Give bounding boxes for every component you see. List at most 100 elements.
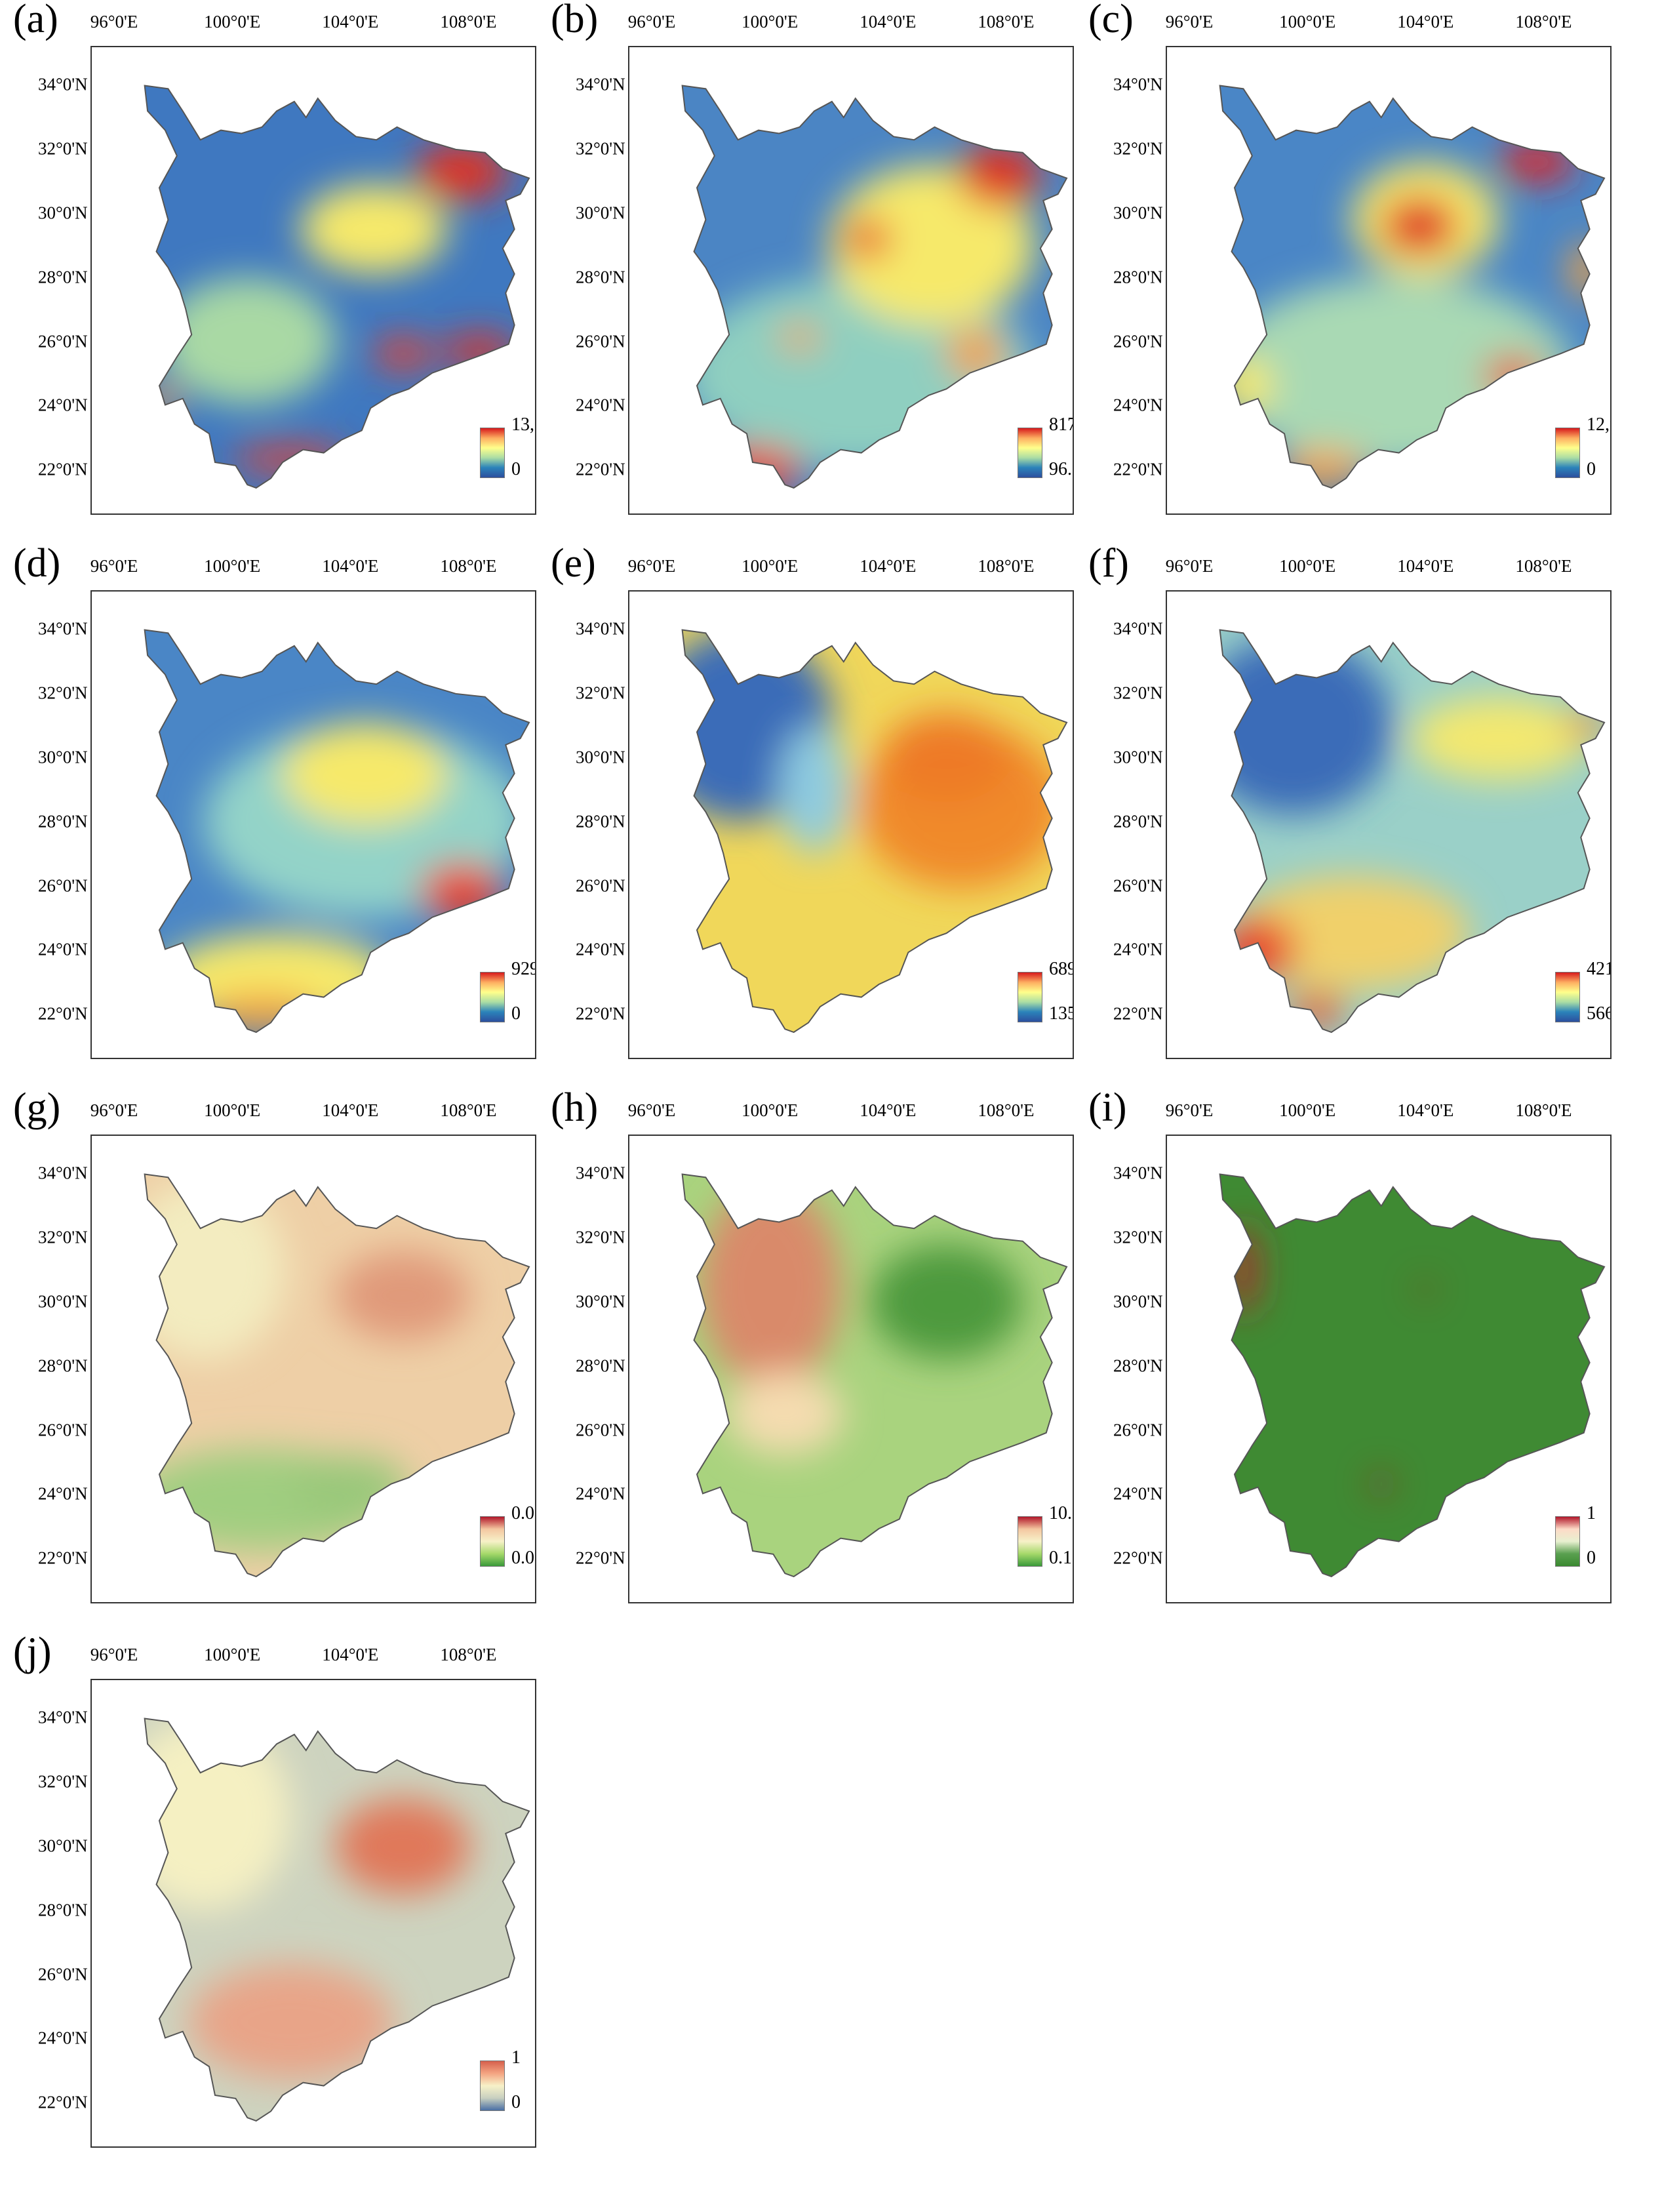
latitude-tick-label: 28°0'N xyxy=(576,1356,625,1376)
map-panel-i: (i) 96°0'E 100°0'E 104°0'E 108°0'E 34°0'N 32°0… xyxy=(1088,1085,1612,1603)
longitude-tick-label: 100°0'E xyxy=(1279,1100,1336,1120)
latitude-tick-label: 34°0'N xyxy=(1113,74,1163,94)
value-field-patch xyxy=(335,1251,471,1340)
latitude-tick-label: 30°0'N xyxy=(38,747,88,767)
longitude-tick-label: 96°0'E xyxy=(90,1100,138,1120)
latitude-tick-label: 24°0'N xyxy=(1113,395,1163,415)
latitude-tick-label: 22°0'N xyxy=(38,1548,88,1568)
latitude-tick-label: 24°0'N xyxy=(38,939,88,959)
value-field-patch xyxy=(282,722,447,825)
longitude-tick-label: 96°0'E xyxy=(90,1645,138,1664)
region-boundary xyxy=(144,629,530,1034)
latitude-tick-label: 28°0'N xyxy=(38,1356,88,1376)
legend-max-value: 12,953.3 xyxy=(1587,414,1610,435)
value-field-patch xyxy=(1498,143,1575,182)
map-panel-h: (h) 96°0'E 100°0'E 104°0'E 108°0'E 34°0'N 32°0… xyxy=(551,1085,1074,1603)
value-field-patch xyxy=(420,862,503,921)
latitude-tick-label: 22°0'N xyxy=(1113,459,1163,479)
latitude-tick-label: 30°0'N xyxy=(576,203,625,223)
panel-label: (j) xyxy=(13,1630,52,1674)
latitude-tick-label: 30°0'N xyxy=(1113,203,1163,223)
value-field-patch xyxy=(144,1718,292,1910)
longitude-tick-label: 104°0'E xyxy=(322,1100,379,1120)
latitude-tick-label: 30°0'N xyxy=(576,747,625,767)
latitude-tick-label: 24°0'N xyxy=(576,939,625,959)
latitude-tick-label: 34°0'N xyxy=(1113,618,1163,639)
latitude-tick-label: 30°0'N xyxy=(1113,747,1163,767)
longitude-tick-label: 96°0'E xyxy=(1165,556,1214,576)
value-field-patch xyxy=(946,328,1006,380)
map-canvas xyxy=(1219,629,1606,1034)
latitude-tick-label: 34°0'N xyxy=(38,1163,88,1183)
latitude-tick-label: 26°0'N xyxy=(1113,331,1163,352)
latitude-tick-label: 34°0'N xyxy=(576,74,625,94)
longitude-tick-label: 104°0'E xyxy=(860,1100,917,1120)
panel-label: (b) xyxy=(551,0,599,41)
value-field-patch xyxy=(779,325,820,351)
value-field-patch xyxy=(958,143,1040,207)
latitude-tick-label: 34°0'N xyxy=(576,618,625,639)
legend-min-value: 0 xyxy=(1587,1548,1596,1568)
map-canvas xyxy=(1219,85,1606,489)
value-field-patch xyxy=(1569,242,1605,300)
region-boundary xyxy=(1219,629,1606,1034)
value-field-patch xyxy=(1410,696,1587,780)
latitude-tick-label: 28°0'N xyxy=(576,811,625,832)
value-field-patch xyxy=(1234,875,1470,991)
longitude-tick-label: 96°0'E xyxy=(627,12,676,31)
value-field-patch xyxy=(232,446,350,472)
longitude-tick-label: 100°0'E xyxy=(204,1100,261,1120)
colorbar xyxy=(480,1516,505,1567)
panel-label: (c) xyxy=(1088,0,1134,41)
latitude-tick-label: 34°0'N xyxy=(1113,1163,1163,1183)
longitude-tick-label: 104°0'E xyxy=(1397,12,1454,31)
latitude-tick-label: 26°0'N xyxy=(1113,1420,1163,1440)
panel-label: (f) xyxy=(1088,541,1129,586)
latitude-tick-label: 32°0'N xyxy=(1113,138,1163,159)
longitude-tick-label: 104°0'E xyxy=(1397,556,1454,576)
value-field-patch xyxy=(291,1455,409,1519)
region-boundary xyxy=(681,85,1068,489)
latitude-tick-label: 22°0'N xyxy=(1113,1548,1163,1568)
legend-max-value: 10.76 xyxy=(1049,1503,1073,1523)
legend-max-value: 0.0225 xyxy=(511,1503,535,1523)
value-field-patch xyxy=(188,1964,395,2080)
value-field-patch xyxy=(1381,197,1458,255)
value-field-patch xyxy=(829,165,1035,325)
map-frame: 12,953.3 0 xyxy=(1166,46,1612,515)
longitude-tick-label: 96°0'E xyxy=(627,556,676,576)
map-panel-b: (b) 96°0'E 100°0'E 104°0'E 108°0'E 34°0'N 32°0… xyxy=(551,0,1074,515)
latitude-tick-label: 32°0'N xyxy=(38,138,88,159)
longitude-tick-label: 108°0'E xyxy=(1515,12,1572,31)
map-frame: 9299.6 0 xyxy=(90,590,536,1059)
value-field-patch xyxy=(300,184,447,274)
colorbar xyxy=(1018,428,1042,478)
legend-min-value: 135.579 xyxy=(1049,1003,1074,1024)
latitude-tick-label: 32°0'N xyxy=(1113,683,1163,703)
latitude-tick-label: 32°0'N xyxy=(38,1771,88,1792)
region-boundary xyxy=(144,1718,530,2122)
value-field-patch xyxy=(700,1184,841,1388)
map-panel-c: (c) 96°0'E 100°0'E 104°0'E 108°0'E 34°0'N 32°0… xyxy=(1088,0,1612,515)
longitude-tick-label: 108°0'E xyxy=(440,1645,497,1664)
latitude-tick-label: 32°0'N xyxy=(576,1227,625,1247)
colorbar xyxy=(1555,972,1580,1022)
region-fill xyxy=(1219,1174,1605,1577)
value-field-patch xyxy=(1219,917,1296,982)
value-field-patch xyxy=(1374,1474,1389,1494)
panel-label: (g) xyxy=(13,1085,61,1130)
value-field-patch xyxy=(708,446,803,489)
latitude-tick-label: 34°0'N xyxy=(38,618,88,639)
latitude-tick-label: 32°0'N xyxy=(38,1227,88,1247)
panel-label: (a) xyxy=(13,0,58,41)
value-field-patch xyxy=(870,1244,1023,1359)
value-field-patch xyxy=(726,1372,844,1455)
map-canvas xyxy=(144,1718,530,2122)
legend-max-value: 6890.92 xyxy=(1049,959,1074,979)
latitude-tick-label: 32°0'N xyxy=(576,683,625,703)
region-boundary xyxy=(681,629,1068,1034)
value-field-patch xyxy=(144,1180,286,1359)
latitude-tick-label: 22°0'N xyxy=(576,1003,625,1024)
longitude-tick-label: 108°0'E xyxy=(440,556,497,576)
value-field-patch xyxy=(843,219,891,258)
